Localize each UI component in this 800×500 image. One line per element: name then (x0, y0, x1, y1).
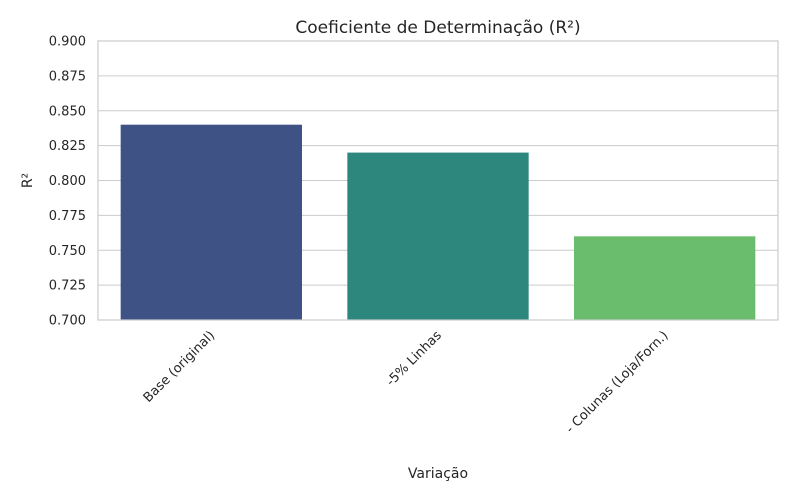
x-tick-labels: Base (original) -5% Linhas - Colunas (Loja… (141, 328, 672, 437)
y-tick-label: 0.825 (49, 139, 86, 154)
plot-frame (97, 40, 779, 321)
x-tick-label: -5% Linhas (384, 328, 445, 389)
bar (347, 152, 529, 320)
chart-title: Coeficiente de Determinação (R²) (295, 18, 580, 38)
bar (574, 236, 756, 320)
y-tick-label: 0.750 (49, 244, 86, 259)
x-axis-label: Variação (408, 466, 468, 482)
y-tick-label: 0.725 (49, 279, 86, 294)
x-tick-label: Base (original) (141, 328, 218, 405)
x-tick-label: - Colunas (Loja/Forn.) (563, 328, 671, 436)
y-axis-label: R² (20, 173, 36, 188)
y-tick-labels: 0.700 0.725 0.750 0.775 0.800 0.825 0.850 0.875… (49, 35, 86, 329)
y-tick-label: 0.875 (49, 69, 86, 84)
y-tick-label: 0.700 (49, 314, 86, 329)
y-tick-label: 0.850 (49, 104, 86, 119)
bars (120, 124, 756, 320)
y-tick-label: 0.800 (49, 174, 86, 189)
y-tick-label: 0.900 (49, 35, 86, 50)
bar (120, 124, 303, 320)
y-tick-label: 0.775 (49, 209, 86, 224)
